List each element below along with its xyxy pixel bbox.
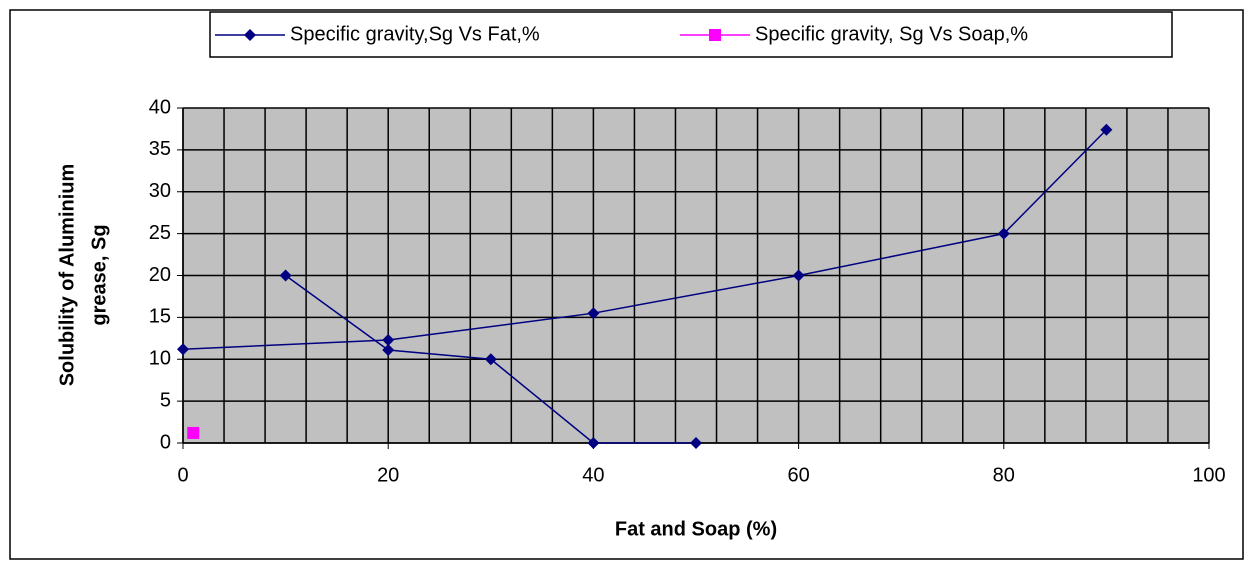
legend-label: Specific gravity,Sg Vs Fat,% [290,23,540,45]
marker [382,333,395,346]
marker [382,344,395,357]
y-tick-label: 25 [149,222,171,244]
y-axis-label: Solubility of Aluminium [56,164,78,387]
marker [792,269,805,282]
series-line [182,129,1107,350]
y-tick-label: 40 [149,96,171,118]
y-tick-label: 30 [149,180,171,202]
x-tick-label: 80 [993,464,1015,486]
x-tick-label: 40 [582,464,604,486]
y-tick-label: 10 [149,348,171,370]
x-tick-label: 0 [177,464,188,486]
x-axis-label: Fat and Soap (%) [615,518,777,540]
legend-marker [244,29,256,41]
marker [690,437,702,449]
y-tick-label: 20 [149,264,171,286]
marker [587,437,600,449]
x-tick-label: 100 [1192,464,1225,486]
legend-marker [709,29,721,41]
x-tick-label: 20 [377,464,399,486]
marker [187,426,200,439]
x-tick-label: 60 [787,464,809,486]
marker [484,353,497,366]
y-tick-label: 0 [160,431,171,453]
y-tick-label: 15 [149,306,171,328]
y-tick-label: 35 [149,138,171,160]
y-tick-label: 5 [160,389,171,411]
marker [279,269,292,282]
legend-label: Specific gravity, Sg Vs Soap,% [755,23,1028,45]
marker [587,307,600,320]
marker [1100,123,1113,136]
y-axis-label: grease, Sg [88,224,110,325]
marker [997,227,1010,240]
marker [177,343,189,356]
